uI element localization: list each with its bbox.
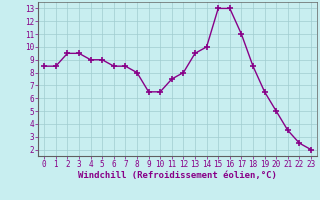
X-axis label: Windchill (Refroidissement éolien,°C): Windchill (Refroidissement éolien,°C)	[78, 171, 277, 180]
